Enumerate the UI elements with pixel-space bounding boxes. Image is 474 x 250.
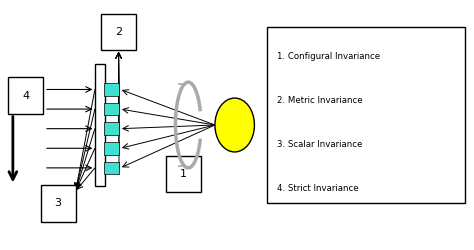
Bar xyxy=(41,185,75,222)
Bar xyxy=(104,162,119,174)
Text: 4. Strict Invariance: 4. Strict Invariance xyxy=(277,184,359,193)
Text: 2. Metric Invariance: 2. Metric Invariance xyxy=(277,96,363,105)
Bar xyxy=(166,156,201,192)
Text: 2: 2 xyxy=(115,27,122,37)
Bar xyxy=(104,122,119,135)
Text: 3: 3 xyxy=(55,198,62,208)
Ellipse shape xyxy=(215,98,255,152)
Bar xyxy=(104,142,119,155)
Text: 3. Scalar Invariance: 3. Scalar Invariance xyxy=(277,140,363,149)
Text: 4: 4 xyxy=(22,90,29,101)
Text: 1: 1 xyxy=(180,169,187,179)
Bar xyxy=(104,103,119,116)
Bar xyxy=(8,77,43,114)
Bar xyxy=(95,64,105,186)
Text: 1. Configural Invariance: 1. Configural Invariance xyxy=(277,52,381,61)
Bar xyxy=(104,83,119,96)
Bar xyxy=(101,14,136,50)
Bar xyxy=(267,27,465,204)
